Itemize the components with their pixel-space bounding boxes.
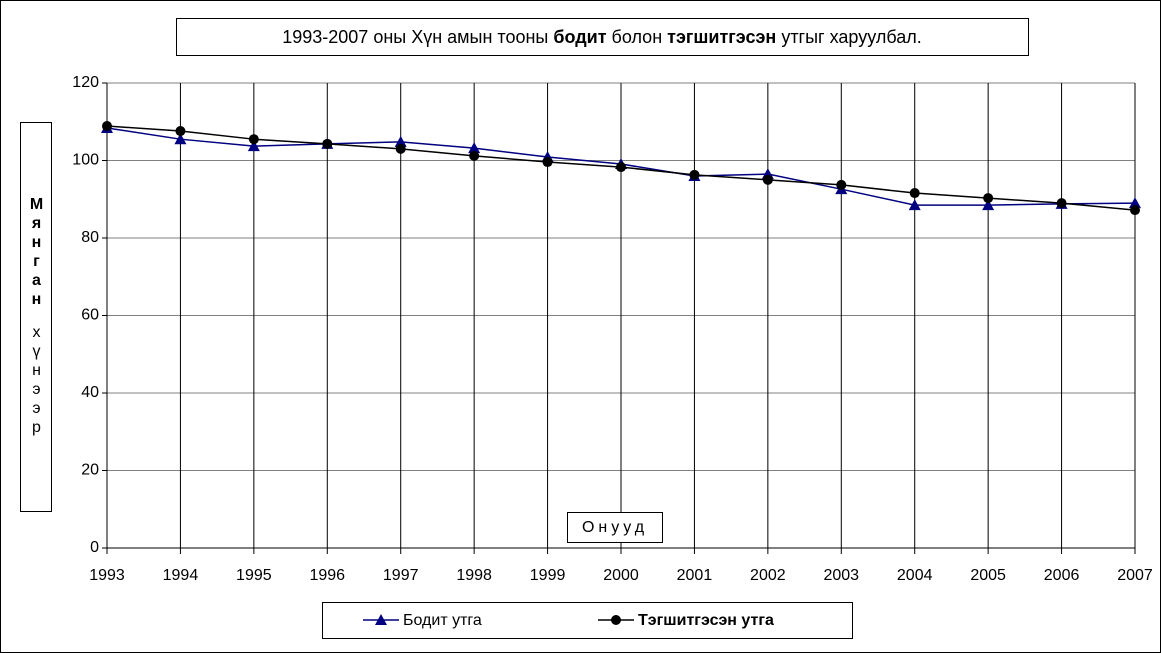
x-tick-label: 1994 bbox=[163, 567, 199, 584]
legend-box bbox=[322, 602, 853, 639]
y-axis-label-box: Мянган хүнээр bbox=[20, 122, 52, 512]
marker bbox=[611, 615, 621, 625]
x-axis-label: Онууд bbox=[582, 519, 648, 536]
marker bbox=[468, 142, 481, 154]
y-tick-label: 120 bbox=[72, 74, 99, 91]
x-tick-label: 2001 bbox=[677, 567, 713, 584]
marker bbox=[1056, 198, 1067, 209]
title-part: болон bbox=[607, 27, 668, 47]
x-tick-label: 2004 bbox=[897, 567, 933, 584]
grid: 0 20 40 60 80 100 120 1993 1994 1995 1996 1997 1998 1… bbox=[72, 74, 1153, 584]
y-tick-label: 20 bbox=[81, 462, 99, 479]
x-tick-label: 2002 bbox=[750, 567, 786, 584]
x-tick-label: 1999 bbox=[530, 567, 566, 584]
x-tick-label: 1995 bbox=[236, 567, 272, 584]
marker bbox=[395, 143, 406, 154]
y-tick-label: 0 bbox=[90, 539, 99, 556]
marker bbox=[102, 121, 112, 132]
marker bbox=[469, 150, 480, 161]
marker bbox=[174, 133, 187, 145]
x-tick-label: 2006 bbox=[1044, 567, 1080, 584]
legend-label: Бодит утга bbox=[403, 612, 482, 629]
marker bbox=[616, 162, 626, 173]
y-axis-label: Мянган bbox=[28, 196, 45, 310]
legend-label: Тэгшитгэсэн утга bbox=[638, 612, 774, 629]
title-box bbox=[176, 18, 1029, 56]
marker bbox=[375, 614, 387, 625]
marker bbox=[983, 193, 994, 204]
title-part: бодит bbox=[553, 27, 606, 47]
x-tick-label: 2007 bbox=[1117, 567, 1153, 584]
marker bbox=[909, 188, 920, 199]
x-tick-label: 2003 bbox=[823, 567, 859, 584]
marker bbox=[248, 134, 259, 145]
marker bbox=[247, 140, 260, 152]
chart-title: 1993-2007 оны Хүн амын тооны бодит болон… bbox=[282, 27, 922, 47]
marker bbox=[1130, 205, 1140, 216]
x-tick-label: 1993 bbox=[89, 567, 125, 584]
y-tick-label: 40 bbox=[81, 384, 99, 401]
marker bbox=[982, 199, 995, 211]
series bbox=[102, 121, 1140, 216]
marker bbox=[689, 169, 700, 180]
marker bbox=[175, 126, 186, 137]
xlabel-box bbox=[567, 512, 663, 543]
y-tick-label: 100 bbox=[72, 152, 99, 169]
marker bbox=[908, 199, 921, 211]
y-tick-label: 60 bbox=[81, 307, 99, 324]
title-part: 1993-2007 оны Хүн амын тооны bbox=[282, 27, 553, 47]
marker bbox=[542, 157, 553, 168]
marks bbox=[101, 121, 1141, 216]
marker bbox=[836, 179, 847, 190]
marker bbox=[322, 138, 333, 149]
y-axis-label: хүнээр bbox=[28, 324, 45, 438]
x-tick-label: 1998 bbox=[456, 567, 492, 584]
x-tick-label: 2000 bbox=[603, 567, 639, 584]
marker bbox=[1129, 197, 1141, 209]
marker bbox=[394, 135, 407, 147]
x-tick-label: 2005 bbox=[970, 567, 1006, 584]
title-part: тэгшитгэсэн bbox=[667, 27, 776, 47]
title-part: утгыг харуулбал. bbox=[776, 27, 921, 47]
x-tick-label: 1996 bbox=[309, 567, 345, 584]
x-tick-label: 1997 bbox=[383, 567, 419, 584]
marker bbox=[762, 174, 773, 185]
y-tick-label: 80 bbox=[81, 229, 99, 246]
